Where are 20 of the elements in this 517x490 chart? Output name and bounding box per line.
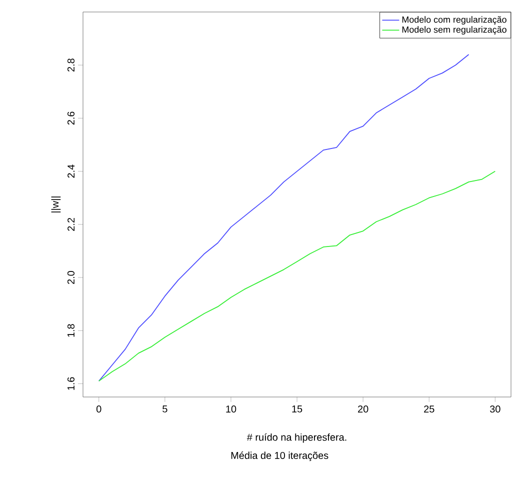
line-series bbox=[98, 170, 496, 382]
x-tick-label: 25 bbox=[424, 405, 434, 413]
x-tick-label: 0 bbox=[96, 405, 102, 413]
text: Média de 10 iterações bbox=[231, 452, 328, 462]
x-tick-label: 30 bbox=[490, 405, 500, 413]
x-axis-title: # ruído na hiperesfera. bbox=[246, 433, 346, 443]
y-tick-label: 2.6 bbox=[67, 112, 74, 125]
y-tick-label: 2.4 bbox=[68, 164, 75, 178]
y-axis-title: ||w|| bbox=[51, 196, 61, 212]
y-tick-label: 2.8 bbox=[67, 58, 74, 72]
y-tick-label: 2.2 bbox=[68, 218, 75, 231]
legend-label: Modelo sem regularização bbox=[402, 26, 506, 35]
x-tick-label: 20 bbox=[358, 405, 368, 413]
y-tick-label: 1.8 bbox=[67, 324, 74, 337]
y-tick-label: 1.6 bbox=[67, 377, 74, 390]
x-tick-label: 15 bbox=[292, 405, 302, 412]
x-tick-label: 10 bbox=[226, 405, 236, 413]
x-tick-label: 5 bbox=[162, 405, 168, 412]
legend-label: Modelo com regularização bbox=[402, 16, 506, 25]
y-tick-label: 2.0 bbox=[67, 270, 74, 284]
